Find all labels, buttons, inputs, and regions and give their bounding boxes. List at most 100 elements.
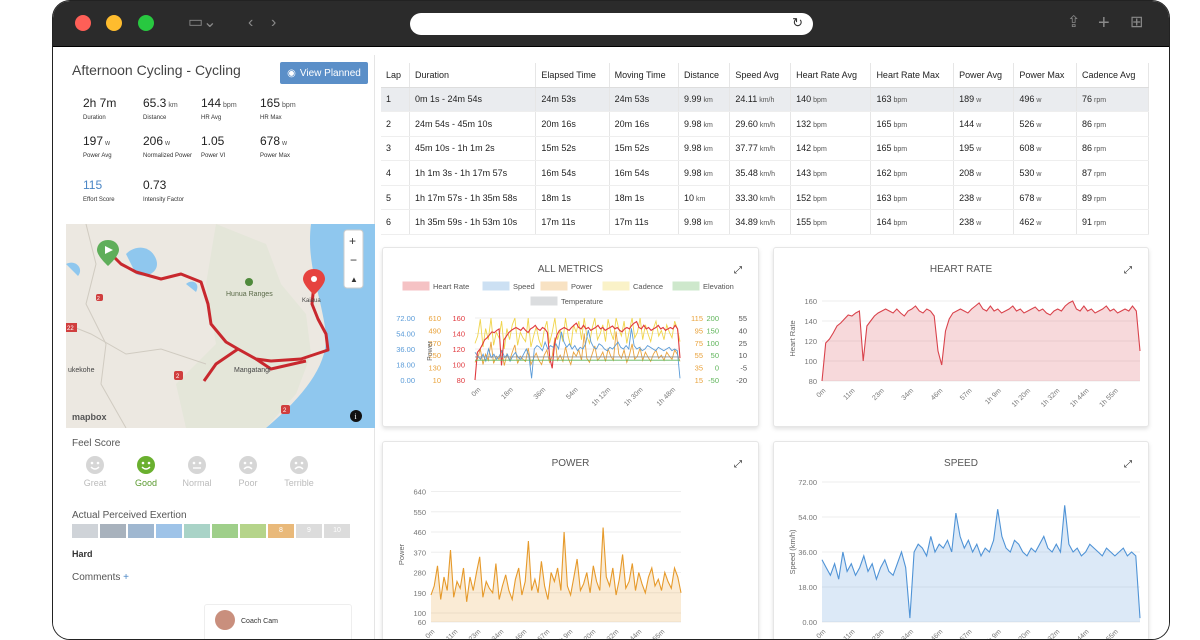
- legend-label[interactable]: Temperature: [561, 297, 603, 306]
- column-header[interactable]: Power Avg: [953, 63, 1015, 88]
- feel-option-terrible[interactable]: Terrible: [279, 456, 319, 488]
- map-info-icon[interactable]: i: [355, 412, 358, 421]
- exertion-level-1[interactable]: [72, 524, 98, 538]
- y-tick-label: 130: [428, 364, 441, 373]
- start-marker: [97, 240, 119, 266]
- legend-label[interactable]: Elevation: [703, 282, 734, 291]
- exertion-level-6[interactable]: [212, 524, 238, 538]
- table-row[interactable]: 5 1h 17m 57s - 1h 35m 58s 18m 1s 18m 1s 10 km…: [381, 185, 1150, 211]
- stat-number: 165: [260, 96, 281, 110]
- minimize-window-button[interactable]: [106, 15, 122, 31]
- comments-section: Comments +: [72, 572, 129, 583]
- new-tab-icon[interactable]: +: [1098, 12, 1110, 34]
- expand-icon[interactable]: ⤢: [734, 265, 742, 276]
- zoom-in-button[interactable]: +: [349, 234, 356, 248]
- mapbox-logo: mapbox: [72, 412, 107, 422]
- table-cell: 24.11 km/h: [729, 87, 792, 113]
- feel-option-normal[interactable]: Normal: [177, 456, 217, 488]
- tab-overview-icon[interactable]: ⊞: [1130, 14, 1144, 31]
- y-tick-label: 40: [739, 326, 747, 335]
- zoom-window-button[interactable]: [138, 15, 154, 31]
- table-cell: 140 bpm: [790, 87, 872, 113]
- back-icon[interactable]: ‹: [248, 14, 254, 31]
- route-map[interactable]: Hunua Ranges Kaiaua Mangatangi ukekohe 2…: [66, 224, 375, 428]
- share-icon[interactable]: ⇪: [1067, 14, 1081, 31]
- add-comment-button[interactable]: +: [123, 572, 129, 583]
- stat-power-max: 678 w Power Max: [260, 134, 322, 160]
- exertion-level-2[interactable]: [100, 524, 126, 538]
- stat-unit: bpm: [223, 102, 237, 109]
- exertion-level-3[interactable]: [128, 524, 154, 538]
- feel-option-poor[interactable]: Poor: [228, 456, 268, 488]
- column-header[interactable]: Elapsed Time: [535, 63, 610, 88]
- legend-label[interactable]: Speed: [513, 282, 535, 291]
- speed-plot: 72.00 54.00 36.00 18.00 0.00 Speed (km/h) 0m 11…: [788, 478, 1141, 640]
- column-header[interactable]: Lap: [381, 63, 411, 88]
- map-label-kaiaua: Kaiaua: [302, 298, 321, 304]
- legend-swatch: [530, 296, 558, 306]
- reload-icon[interactable]: ↻: [792, 15, 803, 30]
- stat-value: 678 w: [260, 134, 322, 148]
- exertion-value: Hard: [72, 549, 93, 559]
- stat-number: 115: [83, 178, 103, 192]
- column-header[interactable]: Moving Time: [609, 63, 679, 88]
- table-cell: 15m 52s: [609, 136, 679, 162]
- expand-icon[interactable]: ⤢: [1124, 459, 1132, 470]
- exertion-level-10[interactable]: 10: [324, 524, 350, 538]
- heart-rate-series: [474, 320, 681, 381]
- column-header[interactable]: Heart Rate Avg: [790, 63, 872, 88]
- column-header[interactable]: Distance: [678, 63, 731, 88]
- table-cell: 87 rpm: [1076, 160, 1150, 186]
- table-row[interactable]: 2 24m 54s - 45m 10s 20m 16s 20m 16s 9.98 km 29…: [381, 111, 1150, 137]
- feel-option-good[interactable]: Good: [126, 456, 166, 488]
- exertion-level-9[interactable]: 9: [296, 524, 322, 538]
- zoom-out-button[interactable]: −: [350, 253, 357, 267]
- compass-button[interactable]: ▲: [350, 275, 358, 284]
- exertion-level-4[interactable]: [156, 524, 182, 538]
- forward-icon[interactable]: ›: [271, 14, 277, 31]
- legend-label[interactable]: Power: [571, 282, 593, 291]
- column-header[interactable]: Cadence Avg: [1076, 63, 1150, 88]
- view-planned-button[interactable]: ◉ View Planned: [280, 62, 368, 84]
- y-tick-label: 95: [695, 326, 703, 335]
- legend-label[interactable]: Heart Rate: [433, 282, 469, 291]
- legend-label[interactable]: Cadence: [633, 282, 663, 291]
- column-header[interactable]: Duration: [409, 63, 537, 88]
- chart-title: HEART RATE: [929, 264, 993, 275]
- y-tick-label: -20: [736, 376, 747, 385]
- x-tick-label: 1h 30m: [623, 386, 645, 408]
- x-tick-label: 1h 32m: [1040, 628, 1062, 640]
- table-row[interactable]: 1 0m 1s - 24m 54s 24m 53s 24m 53s 9.99 km 24.1…: [381, 87, 1150, 113]
- table-cell: 152 bpm: [790, 185, 872, 211]
- x-tick-label: 1h 9m: [984, 628, 1003, 640]
- column-header[interactable]: Heart Rate Max: [870, 63, 955, 88]
- speed-chart: SPEED ⤢ 72.00 54.00 36.00 18.00 0.00 Speed (k…: [773, 441, 1149, 640]
- column-header[interactable]: Power Max: [1013, 63, 1077, 88]
- heart-rate-plot: 160 140 120 100 80 Heart Rate 0m 11m 23m 34m 46m 57…: [788, 297, 1141, 409]
- address-bar[interactable]: ↻: [410, 13, 813, 35]
- stat-number: 144: [201, 96, 222, 110]
- chart-title: SPEED: [944, 458, 978, 469]
- y-tick-label: 460: [413, 528, 426, 537]
- stat-value: 2h 7m: [83, 96, 145, 110]
- table-row[interactable]: 3 45m 10s - 1h 1m 2s 15m 52s 15m 52s 9.98 km 3…: [381, 136, 1150, 162]
- table-cell: 163 bpm: [870, 87, 955, 113]
- expand-icon[interactable]: ⤢: [1124, 265, 1132, 276]
- exertion-level-7[interactable]: [240, 524, 266, 538]
- table-row[interactable]: 4 1h 1m 3s - 1h 17m 57s 16m 54s 16m 54s 9.98…: [381, 160, 1150, 186]
- table-row[interactable]: 6 1h 35m 59s - 1h 53m 10s 17m 11s 17m 11s 9.…: [381, 209, 1150, 236]
- table-cell: 24m 54s - 45m 10s: [409, 111, 537, 137]
- sidebar-toggle-icon[interactable]: ▭⌄: [188, 14, 217, 31]
- table-cell: 1h 1m 3s - 1h 17m 57s: [409, 160, 537, 186]
- exertion-level-5[interactable]: [184, 524, 210, 538]
- column-header[interactable]: Speed Avg: [729, 63, 792, 88]
- feel-option-great[interactable]: Great: [75, 456, 115, 488]
- exertion-level-8[interactable]: 8: [268, 524, 294, 538]
- table-cell: 9.98 km: [678, 160, 731, 186]
- expand-icon[interactable]: ⤢: [734, 459, 742, 470]
- close-window-button[interactable]: [75, 15, 91, 31]
- y-tick-label: 80: [809, 377, 817, 386]
- x-tick-label: 23m: [468, 628, 483, 640]
- table-cell: 9.98 km: [678, 136, 731, 162]
- table-cell: 86 rpm: [1076, 136, 1150, 162]
